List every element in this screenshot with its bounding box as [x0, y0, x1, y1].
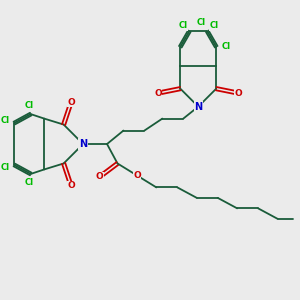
Text: Cl: Cl — [178, 21, 187, 30]
Text: N: N — [79, 139, 87, 149]
Text: O: O — [133, 171, 141, 180]
Text: Cl: Cl — [0, 164, 9, 172]
Text: Cl: Cl — [25, 178, 34, 187]
Text: Cl: Cl — [221, 42, 230, 51]
Text: Cl: Cl — [209, 21, 218, 30]
Text: Cl: Cl — [25, 101, 34, 110]
Text: O: O — [235, 89, 242, 98]
Text: N: N — [194, 102, 202, 112]
Text: O: O — [96, 172, 104, 182]
Text: Cl: Cl — [197, 18, 206, 27]
Text: O: O — [67, 98, 75, 106]
Text: Cl: Cl — [0, 116, 9, 124]
Text: O: O — [67, 182, 75, 190]
Text: O: O — [154, 89, 162, 98]
